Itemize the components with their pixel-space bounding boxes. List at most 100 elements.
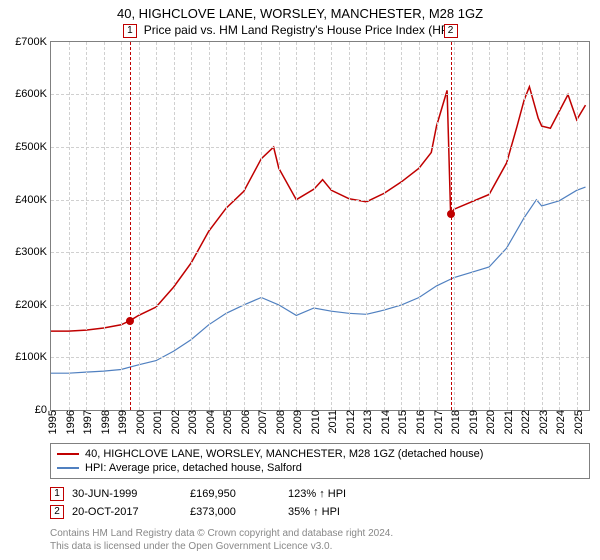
legend-item: 40, HIGHCLOVE LANE, WORSLEY, MANCHESTER,… — [57, 447, 583, 461]
transaction-date: 30-JUN-1999 — [72, 488, 182, 500]
x-axis-label: 2013 — [358, 410, 374, 434]
series-line — [51, 187, 586, 373]
gridline-vertical — [69, 42, 70, 410]
y-axis-label: £600K — [15, 88, 51, 100]
gridline-vertical — [472, 42, 473, 410]
gridline-vertical — [401, 42, 402, 410]
marker-number-box: 2 — [444, 24, 458, 38]
footer-line-1: Contains HM Land Registry data © Crown c… — [50, 527, 590, 540]
transaction-date: 20-OCT-2017 — [72, 506, 182, 518]
x-axis-label: 2010 — [306, 410, 322, 434]
y-axis-label: £400K — [15, 194, 51, 206]
x-axis-label: 2016 — [411, 410, 427, 434]
x-axis-label: 2021 — [499, 410, 515, 434]
gridline-vertical — [419, 42, 420, 410]
gridline-vertical — [384, 42, 385, 410]
marker-dot — [447, 210, 455, 218]
gridline-vertical — [366, 42, 367, 410]
x-axis-label: 2012 — [341, 410, 357, 434]
transaction-row: 2 20-OCT-2017 £373,000 35% ↑ HPI — [50, 503, 590, 521]
marker-dashline — [451, 42, 452, 410]
gridline-vertical — [437, 42, 438, 410]
x-axis-label: 2023 — [534, 410, 550, 434]
chart-title: 40, HIGHCLOVE LANE, WORSLEY, MANCHESTER,… — [0, 0, 600, 23]
chart-plot-area: £0£100K£200K£300K£400K£500K£600K£700K199… — [50, 41, 590, 411]
y-axis-label: £100K — [15, 351, 51, 363]
gridline-vertical — [86, 42, 87, 410]
y-axis-label: £200K — [15, 299, 51, 311]
x-axis-label: 2000 — [131, 410, 147, 434]
gridline-vertical — [261, 42, 262, 410]
x-axis-label: 1998 — [96, 410, 112, 434]
x-axis-label: 2006 — [236, 410, 252, 434]
gridline-vertical — [454, 42, 455, 410]
gridline-vertical — [226, 42, 227, 410]
gridline-vertical — [314, 42, 315, 410]
transaction-row: 1 30-JUN-1999 £169,950 123% ↑ HPI — [50, 485, 590, 503]
x-axis-label: 2024 — [551, 410, 567, 434]
x-axis-label: 2017 — [429, 410, 445, 434]
x-axis-label: 2025 — [569, 410, 585, 434]
legend-swatch — [57, 453, 79, 455]
marker-dashline — [130, 42, 131, 410]
legend-item: HPI: Average price, detached house, Salf… — [57, 461, 583, 475]
x-axis-label: 2008 — [271, 410, 287, 434]
x-axis-label: 2015 — [393, 410, 409, 434]
gridline-vertical — [174, 42, 175, 410]
legend-label: HPI: Average price, detached house, Salf… — [85, 462, 302, 474]
x-axis-label: 2003 — [183, 410, 199, 434]
legend-swatch — [57, 467, 79, 469]
x-axis-label: 1997 — [78, 410, 94, 434]
x-axis-label: 2005 — [218, 410, 234, 434]
series-line — [51, 87, 586, 331]
gridline-vertical — [296, 42, 297, 410]
y-axis-label: £300K — [15, 246, 51, 258]
x-axis-label: 2001 — [148, 410, 164, 434]
gridline-vertical — [507, 42, 508, 410]
x-axis-label: 2002 — [166, 410, 182, 434]
transaction-pct: 35% ↑ HPI — [288, 506, 388, 518]
gridline-vertical — [104, 42, 105, 410]
x-axis-label: 2020 — [481, 410, 497, 434]
y-axis-label: £700K — [15, 36, 51, 48]
transaction-price: £373,000 — [190, 506, 280, 518]
x-axis-label: 1995 — [43, 410, 59, 434]
transaction-marker-id: 1 — [50, 487, 64, 501]
y-axis-label: £500K — [15, 141, 51, 153]
transaction-price: £169,950 — [190, 488, 280, 500]
chart-svg — [51, 42, 589, 410]
x-axis-label: 1996 — [61, 410, 77, 434]
gridline-vertical — [279, 42, 280, 410]
arrow-up-icon: ↑ — [313, 506, 319, 518]
x-axis-label: 2018 — [446, 410, 462, 434]
marker-dot — [126, 317, 134, 325]
gridline-vertical — [121, 42, 122, 410]
x-axis-label: 2004 — [201, 410, 217, 434]
chart-subtitle: Price paid vs. HM Land Registry's House … — [0, 23, 600, 37]
gridline-vertical — [542, 42, 543, 410]
x-axis-label: 2009 — [288, 410, 304, 434]
transaction-pct: 123% ↑ HPI — [288, 488, 388, 500]
gridline-horizontal — [51, 147, 589, 148]
legend-label: 40, HIGHCLOVE LANE, WORSLEY, MANCHESTER,… — [85, 448, 483, 460]
gridline-horizontal — [51, 94, 589, 95]
gridline-vertical — [156, 42, 157, 410]
gridline-vertical — [331, 42, 332, 410]
footer-attribution: Contains HM Land Registry data © Crown c… — [50, 527, 590, 553]
gridline-horizontal — [51, 305, 589, 306]
gridline-horizontal — [51, 357, 589, 358]
gridline-vertical — [191, 42, 192, 410]
gridline-vertical — [244, 42, 245, 410]
gridline-vertical — [139, 42, 140, 410]
gridline-vertical — [524, 42, 525, 410]
gridline-vertical — [577, 42, 578, 410]
transaction-marker-id: 2 — [50, 505, 64, 519]
transaction-table: 1 30-JUN-1999 £169,950 123% ↑ HPI 2 20-OCT-20… — [50, 485, 590, 521]
x-axis-label: 2022 — [516, 410, 532, 434]
x-axis-label: 2007 — [253, 410, 269, 434]
gridline-vertical — [209, 42, 210, 410]
marker-number-box: 1 — [123, 24, 137, 38]
x-axis-label: 2019 — [464, 410, 480, 434]
gridline-horizontal — [51, 200, 589, 201]
arrow-up-icon: ↑ — [319, 488, 325, 500]
